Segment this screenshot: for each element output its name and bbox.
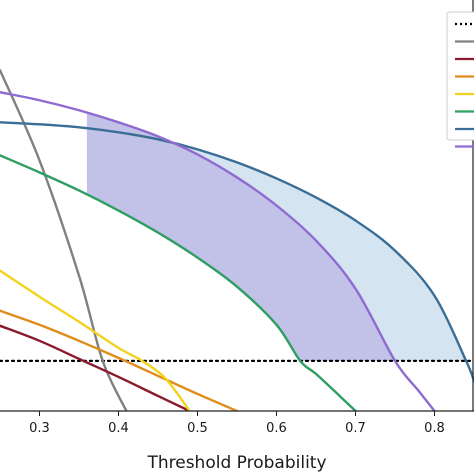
x-axis: 0.3 0.4 0.5 0.6 0.7 0.8 (0, 0, 474, 436)
series-line-5 (0, 154, 357, 411)
shaded-region-purple (86, 112, 396, 361)
x-tick-label: 0.4 (108, 421, 129, 436)
plot-area (0, 68, 474, 411)
x-tick-label: 0.6 (266, 421, 287, 436)
series-line-2 (0, 324, 191, 411)
series-line-4 (0, 269, 191, 411)
series-line-7 (0, 91, 436, 411)
series-line-6 (0, 121, 474, 383)
series-line-1 (0, 68, 128, 411)
x-tick-label: 0.5 (187, 421, 208, 436)
legend (446, 11, 474, 148)
x-tick-label: 0.3 (29, 421, 50, 436)
series-line-3 (0, 309, 239, 411)
x-axis-title: Threshold Probability (146, 453, 326, 473)
x-tick-label: 0.8 (424, 421, 445, 436)
x-tick-label: 0.7 (345, 421, 366, 436)
